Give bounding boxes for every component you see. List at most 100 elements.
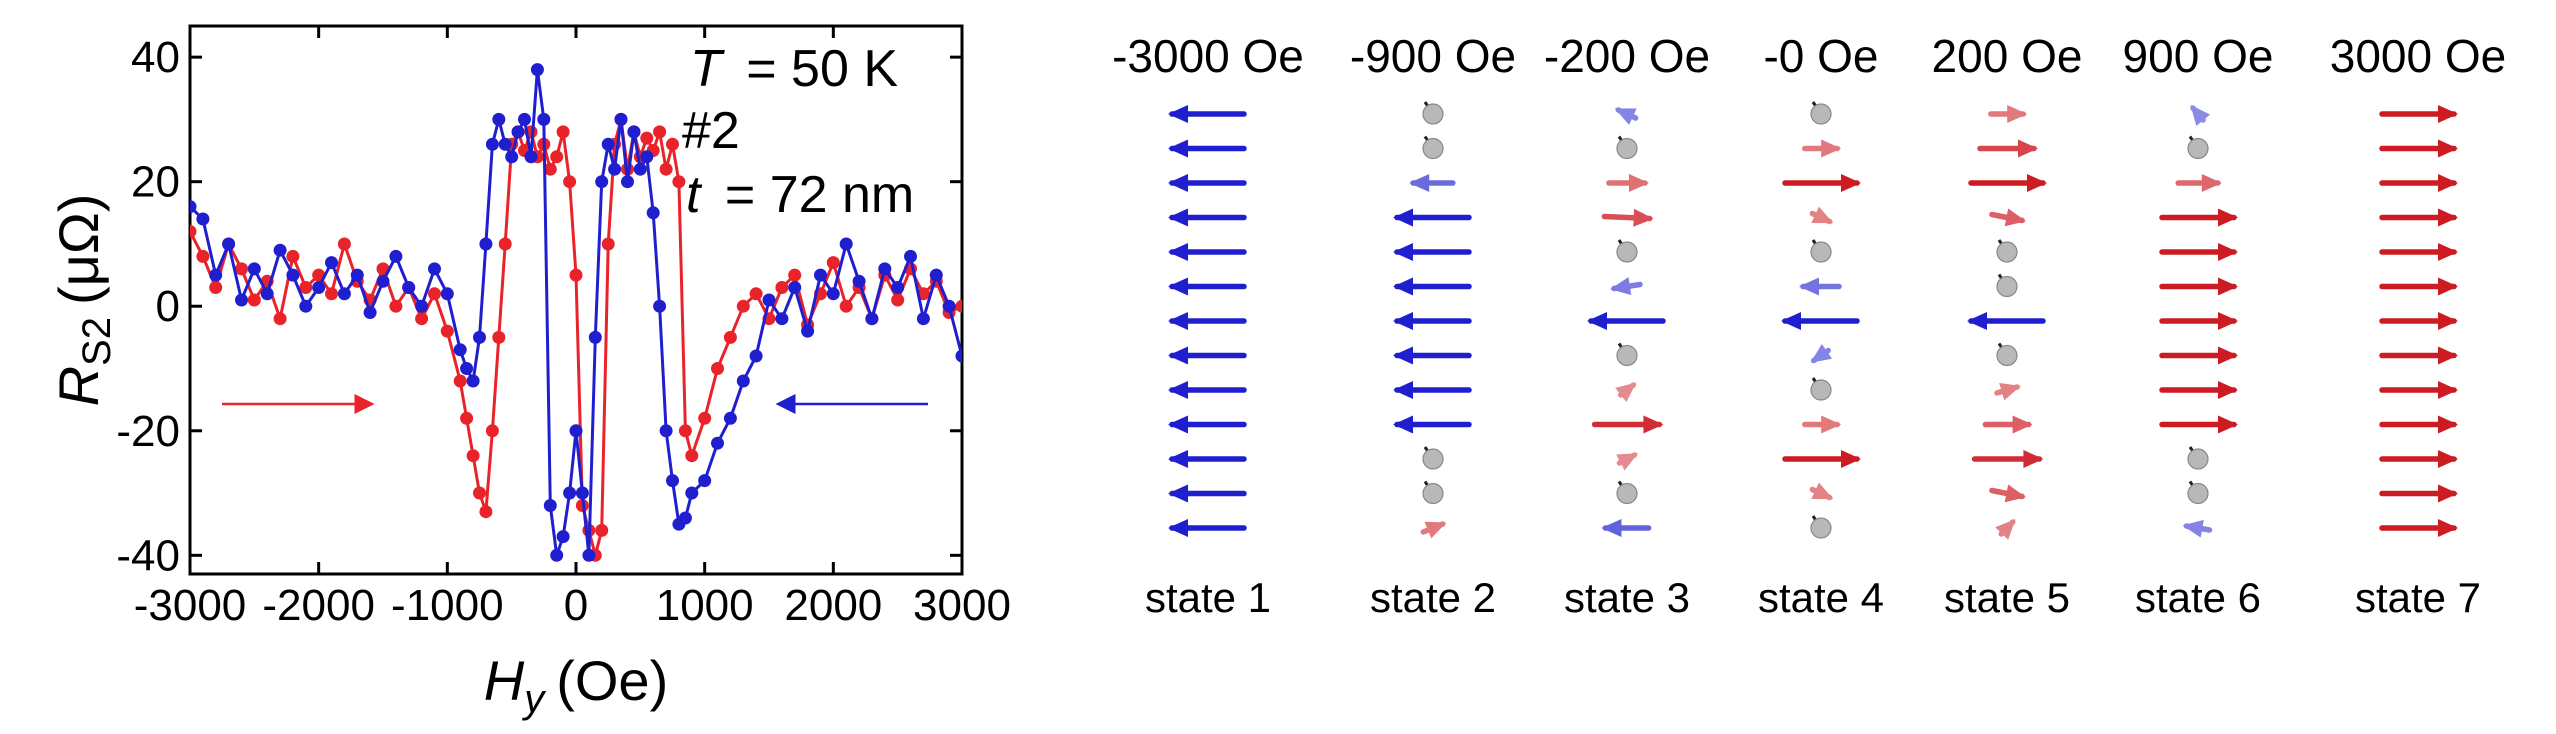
thickness-annotation: t = 72 nm <box>686 166 914 224</box>
spin-arrow <box>1422 446 1444 470</box>
data-point-down-sweep <box>878 262 892 276</box>
data-point-down-sweep <box>190 200 197 214</box>
data-point-up-sweep <box>550 150 564 164</box>
spin-arrow <box>1393 415 1472 434</box>
state-column-6: 900 Oe state 6 <box>2123 30 2274 621</box>
data-point-down-sweep <box>518 112 531 126</box>
spin-arrow <box>1809 206 1834 225</box>
data-point-down-sweep <box>247 262 261 276</box>
data-point-up-sweep <box>775 281 789 294</box>
spin-arrow <box>1616 135 1638 160</box>
data-point-up-sweep <box>891 293 905 307</box>
data-point-up-sweep <box>415 312 429 326</box>
data-point-up-sweep <box>498 237 512 251</box>
data-point-down-sweep <box>775 312 789 326</box>
spin-arrow <box>1616 480 1638 505</box>
spin-arrow <box>1809 482 1834 501</box>
spin-arrow <box>1977 139 2038 158</box>
spin-arrow <box>1422 135 1444 160</box>
data-point-up-sweep <box>839 299 853 313</box>
data-point-up-sweep <box>337 237 351 251</box>
x-tick-label: 0 <box>564 581 588 630</box>
y-axis-label: RS2(μΩ) <box>47 194 119 407</box>
data-point-down-sweep <box>530 63 544 77</box>
spin-arrow <box>2379 312 2458 330</box>
data-point-down-sweep <box>485 137 499 151</box>
data-point-down-sweep <box>582 548 596 562</box>
data-point-up-sweep <box>736 299 750 313</box>
data-point-up-sweep <box>440 324 454 338</box>
spin-arrow <box>1615 382 1637 402</box>
spin-arrow <box>1614 107 1639 125</box>
data-point-down-sweep <box>473 330 486 344</box>
spin-arrow <box>1168 484 1247 503</box>
spin-arrow <box>2379 415 2458 434</box>
data-point-up-sweep <box>543 162 557 176</box>
data-point-up-sweep <box>955 299 962 313</box>
data-point-down-sweep <box>865 312 879 326</box>
spin-arrow <box>1393 277 1472 296</box>
data-point-up-sweep <box>235 262 248 276</box>
spin-arrow <box>1168 519 1247 537</box>
x-tick-label: 2000 <box>784 581 882 630</box>
data-point-down-sweep <box>801 324 815 338</box>
state-label: state 2 <box>1370 574 1496 621</box>
data-point-down-sweep <box>942 299 956 313</box>
spin-arrow <box>2379 243 2458 261</box>
data-point-down-sweep <box>537 112 551 126</box>
spin-arrow <box>2159 277 2238 296</box>
data-point-down-sweep <box>389 249 403 263</box>
spin-arrow <box>1988 105 2028 123</box>
spin-arrow <box>2379 484 2458 503</box>
data-point-down-sweep <box>312 281 326 294</box>
spin-arrow <box>1606 174 1649 192</box>
data-point-down-sweep <box>814 268 827 282</box>
field-label: 900 Oe <box>2123 30 2274 82</box>
state-column-2: -900 Oe state 2 <box>1350 30 1516 621</box>
x-tick-label: -2000 <box>262 581 375 630</box>
data-point-down-sweep <box>575 486 589 500</box>
state-label: state 3 <box>1564 574 1690 621</box>
data-point-up-sweep <box>666 137 679 151</box>
spin-arrow <box>1601 208 1654 227</box>
data-series-layer <box>190 63 962 562</box>
data-point-up-sweep <box>556 125 570 139</box>
spin-arrow <box>1168 243 1247 261</box>
data-point-down-sweep <box>588 330 602 344</box>
data-point-down-sweep <box>698 474 712 488</box>
y-tick-label: 20 <box>131 158 180 207</box>
data-point-up-sweep <box>672 175 686 189</box>
data-point-down-sweep <box>916 312 930 326</box>
data-point-up-sweep <box>601 237 615 251</box>
field-label: -0 Oe <box>1763 30 1878 82</box>
data-point-down-sweep <box>666 474 679 488</box>
data-point-down-sweep <box>614 112 628 126</box>
spin-arrow <box>1616 239 1638 263</box>
spin-arrow <box>1168 174 1247 192</box>
state-label: state 5 <box>1944 574 2070 621</box>
data-point-down-sweep <box>659 424 673 438</box>
data-point-up-sweep <box>723 330 737 344</box>
data-point-up-sweep <box>749 287 763 301</box>
spin-arrow <box>1802 139 1842 158</box>
spin-arrow <box>1995 519 2016 540</box>
spin-arrow <box>1989 484 2027 503</box>
data-point-down-sweep <box>196 212 210 226</box>
y-tick-label: -40 <box>116 531 180 580</box>
data-point-down-sweep <box>466 374 480 388</box>
data-point-down-sweep <box>460 362 474 375</box>
spin-arrow <box>2175 174 2222 192</box>
data-point-down-sweep <box>498 137 512 151</box>
y-tick-label: 0 <box>156 282 180 331</box>
data-point-down-sweep <box>711 436 724 450</box>
data-point-down-sweep <box>749 349 763 363</box>
data-point-up-sweep <box>209 281 223 294</box>
data-point-up-sweep <box>685 449 699 463</box>
data-point-down-sweep <box>376 274 390 288</box>
data-point-down-sweep <box>428 262 441 276</box>
data-point-down-sweep <box>260 287 274 301</box>
spin-arrow <box>1810 377 1832 401</box>
spin-arrow <box>1393 208 1472 227</box>
data-point-down-sweep <box>286 268 300 282</box>
spin-arrow <box>1968 174 2047 192</box>
